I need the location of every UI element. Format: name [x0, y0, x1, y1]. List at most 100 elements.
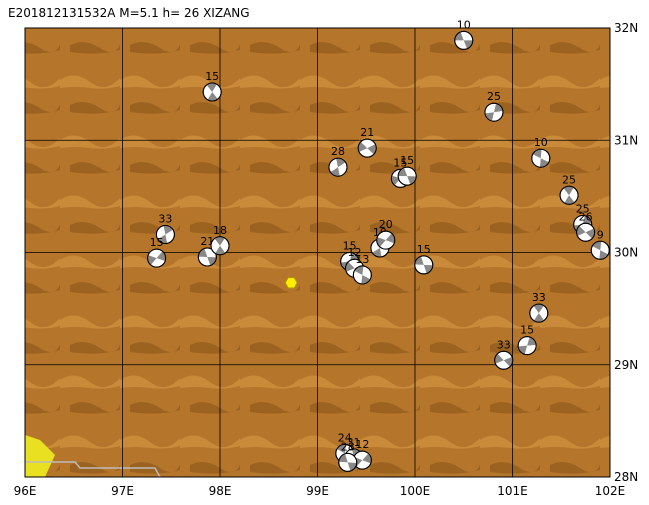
y-tick-label: 28N — [614, 470, 638, 484]
beachball-outline — [494, 350, 514, 370]
beachball-quadrant — [345, 261, 355, 272]
focal-mechanism — [376, 230, 396, 250]
beachball-outline — [559, 185, 579, 205]
beachball-quadrant — [330, 167, 340, 177]
depth-label: 18 — [213, 224, 227, 237]
depth-label: 15 — [150, 236, 164, 249]
beachball-quadrant — [463, 40, 473, 49]
beachball-quadrant — [214, 236, 225, 246]
depth-label: 28 — [341, 440, 355, 453]
focal-mechanism — [529, 303, 549, 323]
depth-label: 21 — [360, 126, 374, 139]
beachball-outline — [590, 240, 610, 260]
depth-label: 25 — [487, 90, 501, 103]
beachball-outline — [397, 166, 417, 186]
beachball-quadrant — [198, 248, 208, 257]
beachball-quadrant — [376, 237, 386, 247]
beachball-quadrant — [454, 31, 464, 41]
beachball-quadrant — [215, 245, 226, 255]
beachball-outline — [376, 230, 396, 250]
x-tick-label: 99E — [306, 484, 329, 498]
beachball-quadrant — [485, 112, 494, 121]
beachball-quadrant — [338, 453, 348, 463]
depth-label: 25 — [576, 202, 590, 215]
beachball-quadrant — [206, 82, 217, 92]
depth-label: 15 — [417, 243, 431, 256]
focal-mechanism — [357, 138, 377, 158]
map-frame — [24, 27, 611, 478]
x-tick-label: 97E — [111, 484, 134, 498]
beachball-outline — [414, 255, 434, 275]
beachball-quadrant — [527, 337, 537, 346]
beachball-outline — [202, 82, 222, 102]
beachball-quadrant — [582, 215, 592, 225]
focal-mechanism — [155, 225, 175, 245]
low-terrain — [25, 435, 55, 477]
beachball-outline — [484, 102, 504, 122]
focal-mechanism — [338, 452, 358, 472]
beachball-outline — [529, 303, 549, 323]
y-tick-label: 31N — [614, 133, 638, 147]
x-tick-label: 96E — [14, 484, 37, 498]
focal-mechanism — [210, 236, 230, 256]
beachball-outline — [357, 138, 377, 158]
focal-mechanism — [531, 148, 551, 168]
depth-label: 9 — [597, 228, 604, 241]
beachball-outline — [352, 265, 372, 285]
beachball-outline — [210, 236, 230, 256]
depth-label: 10 — [457, 18, 471, 31]
epicenter — [284, 277, 298, 289]
depth-label: 15 — [205, 70, 219, 83]
beachball-quadrant — [362, 453, 372, 464]
y-tick-label: 32N — [614, 21, 638, 35]
beachball-quadrant — [414, 256, 424, 265]
beachball-quadrant — [585, 228, 595, 239]
beachball-quadrant — [336, 158, 346, 168]
beachball-quadrant — [358, 141, 368, 152]
beachball-outline — [454, 30, 474, 50]
x-tick-label: 102E — [595, 484, 626, 498]
beachball-quadrant — [407, 176, 417, 185]
beachball-quadrant — [493, 103, 503, 113]
focal-mechanism — [590, 240, 610, 260]
depth-label: 25 — [562, 173, 576, 186]
y-tick-label: 29N — [614, 358, 638, 372]
beachball-quadrant — [156, 251, 166, 262]
focal-mechanism — [517, 336, 537, 356]
depth-label: 15 — [400, 154, 414, 167]
focal-mechanism — [197, 247, 217, 267]
beachball-quadrant — [564, 195, 575, 205]
x-tick-label: 101E — [497, 484, 528, 498]
beachball-outline — [328, 157, 348, 177]
beachball-quadrant — [398, 167, 408, 177]
depth-label: 15 — [520, 324, 534, 337]
depth-label: 12 — [348, 246, 362, 259]
depth-label: 33 — [532, 291, 546, 304]
depth-label: 24 — [338, 431, 352, 444]
beachball-quadrant — [207, 256, 217, 266]
depth-label: 13 — [355, 253, 369, 266]
beachball-quadrant — [147, 255, 157, 265]
border — [25, 461, 161, 478]
focal-mechanism — [328, 157, 348, 177]
depth-label: 26 — [579, 210, 593, 223]
focal-mechanism — [202, 82, 222, 102]
beachball-quadrant — [533, 304, 544, 314]
beachball-outline — [147, 248, 167, 268]
beachball-quadrant — [563, 186, 574, 196]
beachball-quadrant — [518, 345, 528, 355]
x-tick-label: 98E — [209, 484, 232, 498]
depth-label: 15 — [343, 239, 357, 252]
beachball-quadrant — [503, 356, 513, 367]
beachball-outline — [517, 336, 537, 356]
focal-mechanism — [397, 166, 417, 186]
beachball-outline — [197, 247, 217, 267]
focal-mechanism — [576, 222, 596, 242]
depth-label: 15 — [393, 156, 407, 169]
depth-label: 33 — [158, 213, 172, 226]
beachball-quadrant — [207, 91, 218, 101]
beachball-quadrant — [367, 144, 377, 155]
beachball-quadrant — [385, 233, 395, 244]
beachball-quadrant — [494, 353, 504, 364]
